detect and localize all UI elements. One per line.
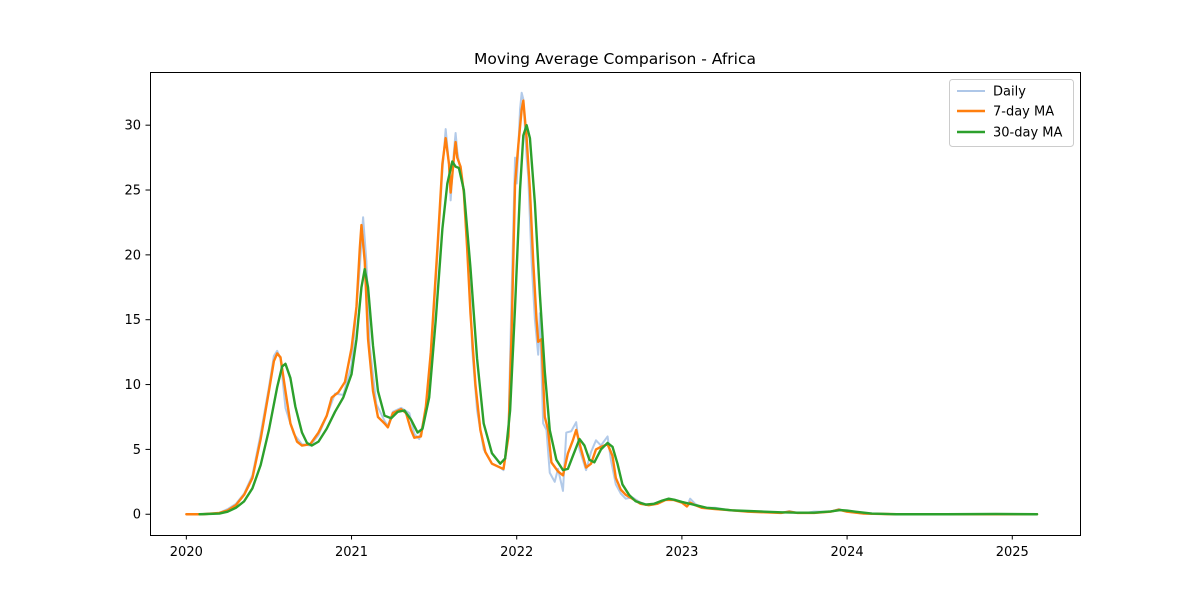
x-tick-label: 2023 (665, 545, 698, 560)
y-tick-label: 15 (124, 313, 141, 328)
x-tick-label: 2021 (335, 545, 368, 560)
plot-area-frame (150, 72, 1081, 536)
chart-title: Moving Average Comparison - Africa (474, 50, 756, 68)
y-tick-label: 0 (133, 508, 141, 523)
y-tick-label: 5 (133, 443, 141, 458)
x-tick-label: 2025 (996, 545, 1029, 560)
y-tick-label: 30 (124, 119, 141, 134)
y-axis: 0 5 10 15 20 25 30 (124, 119, 150, 523)
legend-frame (949, 79, 1074, 147)
x-tick-label: 2022 (500, 545, 533, 560)
series-layer (185, 91, 1039, 516)
x-tick-label: 2020 (170, 545, 203, 560)
y-tick-label: 10 (124, 378, 141, 393)
y-tick-label: 25 (124, 184, 141, 199)
x-tick-label: 2024 (831, 545, 864, 560)
y-tick-label: 20 (124, 248, 141, 263)
series-line-7-day-ma (185, 99, 1039, 516)
legend: Daily 7-day MA 30-day MA (949, 79, 1074, 147)
legend-label-daily: Daily (993, 85, 1026, 100)
legend-label-30-day-ma: 30-day MA (993, 126, 1062, 141)
legend-label-7-day-ma: 7-day MA (993, 105, 1054, 120)
series-line-30-day-ma (198, 123, 1039, 516)
x-axis: 2020 2021 2022 2023 2024 2025 (170, 535, 1029, 560)
